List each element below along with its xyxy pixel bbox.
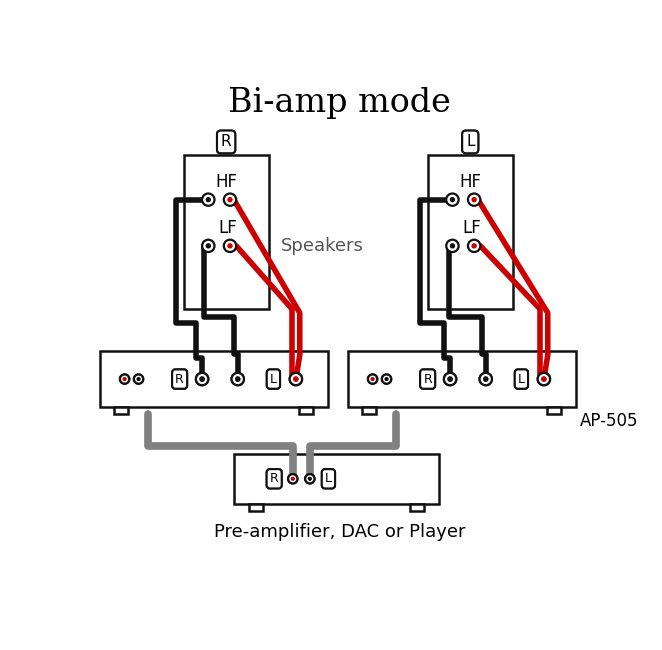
Circle shape: [136, 377, 140, 381]
Circle shape: [199, 376, 205, 382]
Text: R: R: [221, 135, 232, 150]
Circle shape: [290, 373, 302, 385]
Circle shape: [538, 373, 550, 385]
Circle shape: [446, 194, 459, 206]
Bar: [348, 352, 577, 407]
Circle shape: [227, 243, 233, 248]
Circle shape: [449, 197, 455, 202]
Circle shape: [232, 373, 244, 385]
Circle shape: [479, 373, 492, 385]
Text: HF: HF: [459, 173, 481, 191]
Bar: [410, 504, 424, 511]
Bar: [547, 407, 561, 413]
Circle shape: [136, 377, 140, 381]
Text: R: R: [221, 135, 232, 150]
Circle shape: [288, 474, 297, 484]
Circle shape: [385, 377, 389, 381]
Bar: [299, 407, 313, 413]
Circle shape: [288, 474, 297, 484]
Circle shape: [468, 240, 481, 252]
Circle shape: [382, 374, 391, 384]
Circle shape: [202, 194, 214, 206]
Circle shape: [308, 477, 312, 481]
Text: L: L: [518, 372, 525, 385]
Circle shape: [196, 373, 209, 385]
Circle shape: [541, 376, 547, 382]
Circle shape: [385, 377, 389, 381]
Circle shape: [471, 243, 477, 248]
Circle shape: [206, 243, 211, 248]
Circle shape: [120, 374, 129, 384]
Text: L: L: [270, 372, 277, 385]
Circle shape: [371, 377, 375, 381]
Bar: [234, 454, 440, 504]
Text: R: R: [175, 372, 184, 385]
Circle shape: [232, 373, 244, 385]
Text: L: L: [270, 372, 277, 385]
Text: Bi-amp mode: Bi-amp mode: [228, 87, 451, 120]
Circle shape: [483, 376, 489, 382]
Bar: [114, 407, 128, 413]
Circle shape: [308, 477, 312, 481]
Text: R: R: [270, 473, 279, 486]
Text: L: L: [518, 372, 525, 385]
Circle shape: [227, 197, 233, 202]
Circle shape: [468, 194, 481, 206]
Text: R: R: [270, 473, 279, 486]
Circle shape: [444, 373, 456, 385]
Text: L: L: [325, 473, 332, 486]
Text: L: L: [325, 473, 332, 486]
Circle shape: [206, 197, 211, 202]
Circle shape: [290, 373, 302, 385]
Circle shape: [291, 477, 295, 481]
Circle shape: [448, 376, 453, 382]
Circle shape: [202, 240, 214, 252]
Text: R: R: [423, 372, 432, 385]
Text: L: L: [466, 135, 475, 150]
Bar: [183, 155, 269, 309]
Circle shape: [446, 240, 459, 252]
Circle shape: [444, 373, 456, 385]
Circle shape: [368, 374, 377, 384]
Circle shape: [224, 240, 236, 252]
Circle shape: [382, 374, 391, 384]
Bar: [428, 155, 513, 309]
Circle shape: [134, 374, 143, 384]
Circle shape: [199, 376, 205, 382]
Circle shape: [134, 374, 143, 384]
Circle shape: [293, 376, 299, 382]
Text: LF: LF: [463, 219, 481, 237]
Circle shape: [291, 477, 295, 481]
Circle shape: [122, 377, 126, 381]
Circle shape: [538, 373, 550, 385]
Circle shape: [471, 197, 477, 202]
Circle shape: [541, 376, 547, 382]
Circle shape: [483, 376, 489, 382]
Text: Speakers: Speakers: [281, 237, 363, 255]
Text: AP-505: AP-505: [581, 411, 639, 430]
Bar: [250, 504, 263, 511]
Circle shape: [235, 376, 240, 382]
Circle shape: [448, 376, 453, 382]
Circle shape: [293, 376, 299, 382]
Circle shape: [196, 373, 209, 385]
Circle shape: [449, 243, 455, 248]
Text: HF: HF: [215, 173, 237, 191]
Text: LF: LF: [218, 219, 237, 237]
Bar: [361, 407, 376, 413]
Circle shape: [235, 376, 240, 382]
Circle shape: [371, 377, 375, 381]
Circle shape: [120, 374, 129, 384]
Text: R: R: [175, 372, 184, 385]
Text: R: R: [423, 372, 432, 385]
Circle shape: [305, 474, 314, 484]
Circle shape: [479, 373, 492, 385]
Text: Pre-amplifier, DAC or Player: Pre-amplifier, DAC or Player: [214, 523, 465, 541]
Text: L: L: [466, 135, 475, 150]
Circle shape: [122, 377, 126, 381]
Circle shape: [224, 194, 236, 206]
Bar: [100, 352, 328, 407]
Circle shape: [305, 474, 314, 484]
Circle shape: [368, 374, 377, 384]
